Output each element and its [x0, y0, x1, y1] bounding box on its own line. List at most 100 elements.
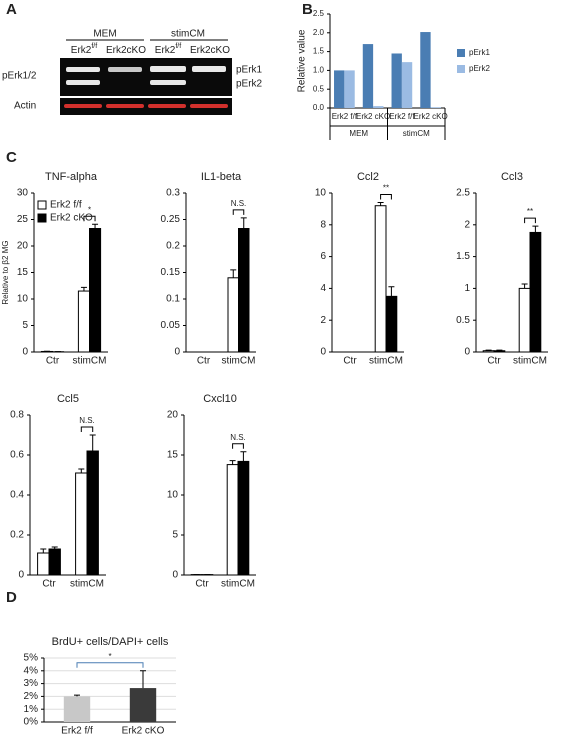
bracket — [380, 194, 392, 200]
panel-label: D — [6, 589, 17, 606]
blot-image — [60, 58, 232, 96]
legend-label: pErk1 — [469, 48, 490, 57]
bar — [63, 696, 91, 722]
bar — [391, 53, 402, 108]
y-tick-label: 8 — [320, 219, 326, 230]
x-tick-label: stimCM — [222, 356, 256, 367]
legend-swatch — [37, 200, 47, 210]
y-tick-label: 1.0 — [313, 66, 325, 75]
error-bar — [74, 694, 80, 697]
legend-swatch — [37, 213, 47, 223]
x-tick-label: Erk2 cKO — [414, 112, 448, 121]
chart-title: TNF-alpha — [45, 171, 98, 183]
bracket — [232, 209, 245, 215]
y-tick-label: 0.2 — [166, 241, 180, 252]
bracket — [83, 215, 96, 222]
y-tick-label: 3% — [24, 678, 39, 689]
group-label: MEM — [349, 129, 368, 138]
error-bar — [40, 548, 47, 553]
y-tick-label: 10 — [167, 490, 179, 501]
chart-title: Ccl2 — [357, 171, 379, 183]
bar — [385, 295, 398, 353]
x-tick-label: Erk2 cKO — [122, 726, 165, 735]
x-tick-label: stimCM — [221, 579, 255, 590]
x-tick-label: Ctr — [46, 356, 60, 367]
x-tick-label: Ctr — [197, 356, 211, 367]
y-tick-label: 30 — [17, 188, 29, 199]
bar — [77, 290, 91, 353]
lane-label: Erk2cKO — [190, 45, 230, 56]
panel-label: C — [6, 149, 17, 166]
error-bar — [240, 217, 247, 229]
bar — [362, 44, 374, 108]
y-tick-label: 5% — [24, 653, 39, 664]
error-bar — [230, 269, 237, 278]
lane-text: Erk2 — [155, 45, 176, 56]
error-bar — [240, 451, 247, 462]
bracket — [76, 662, 144, 668]
blot-label: pErk1 — [236, 65, 263, 76]
chart-title: Ccl5 — [57, 393, 79, 405]
chart-title: Ccl3 — [501, 171, 523, 183]
bar — [420, 32, 431, 108]
y-tick-label: 20 — [167, 410, 179, 421]
bar — [48, 548, 61, 576]
legend-label: pErk2 — [469, 64, 490, 73]
significance: ** — [383, 184, 389, 193]
significance: ** — [527, 207, 533, 216]
x-tick-label: Ctr — [42, 579, 56, 590]
y-tick-label: 4 — [320, 283, 326, 294]
error-bar — [377, 202, 384, 206]
error-bar — [78, 468, 85, 473]
error-bar — [80, 286, 87, 292]
y-tick-label: 0.4 — [10, 490, 24, 501]
bar — [430, 107, 441, 108]
y-tick-label: 0.1 — [166, 294, 180, 305]
lane-label: Erk2f/f — [155, 43, 181, 56]
x-tick-label: Ctr — [343, 356, 357, 367]
actin-bands — [64, 104, 228, 108]
bar — [37, 552, 50, 576]
y-tick-label: 0 — [18, 570, 24, 581]
blot-image — [60, 98, 232, 115]
y-tick-label: 1% — [24, 704, 39, 715]
y-tick-label: 10 — [17, 294, 29, 305]
blot-bands — [66, 66, 226, 85]
lane-sup: f/f — [91, 43, 97, 50]
bar — [493, 350, 506, 353]
y-tick-label: 25 — [17, 214, 29, 225]
lane-text: Erk2cKO — [106, 45, 146, 56]
bar — [518, 287, 531, 353]
x-tick-label: Erk2 f/f — [61, 726, 93, 735]
y-tick-label: 4% — [24, 665, 39, 676]
x-tick-label: Ctr — [487, 356, 501, 367]
legend-label: Erk2 f/f — [50, 200, 82, 211]
significance: * — [108, 652, 111, 661]
significance: N.S. — [230, 433, 246, 442]
panel-label: B — [302, 1, 313, 18]
y-tick-label: 2 — [320, 315, 326, 326]
bar — [237, 460, 250, 576]
blot-group: MEM — [93, 29, 116, 40]
y-tick-label: 0 — [174, 347, 180, 358]
bar — [226, 464, 239, 576]
y-tick-label: 2.5 — [456, 188, 470, 199]
y-tick-label: 0.05 — [161, 320, 181, 331]
panel-label: A — [6, 1, 17, 18]
x-tick-label: Erk2 f/f — [389, 112, 415, 121]
bar — [227, 277, 239, 353]
x-tick-label: stimCM — [369, 356, 403, 367]
error-bar — [229, 460, 236, 465]
y-tick-label: 2% — [24, 691, 39, 702]
y-axis-label: Relative to β2 MG — [1, 240, 10, 304]
bar — [482, 350, 495, 353]
y-tick-label: 6 — [320, 251, 326, 262]
y-tick-label: 0.3 — [166, 188, 180, 199]
chart-title: BrdU+ cells/DAPI+ cells — [52, 636, 169, 648]
bar — [86, 450, 99, 576]
bar — [75, 472, 88, 576]
error-bar — [89, 434, 96, 451]
x-tick-label: stimCM — [513, 356, 547, 367]
legend-swatch — [457, 49, 465, 57]
